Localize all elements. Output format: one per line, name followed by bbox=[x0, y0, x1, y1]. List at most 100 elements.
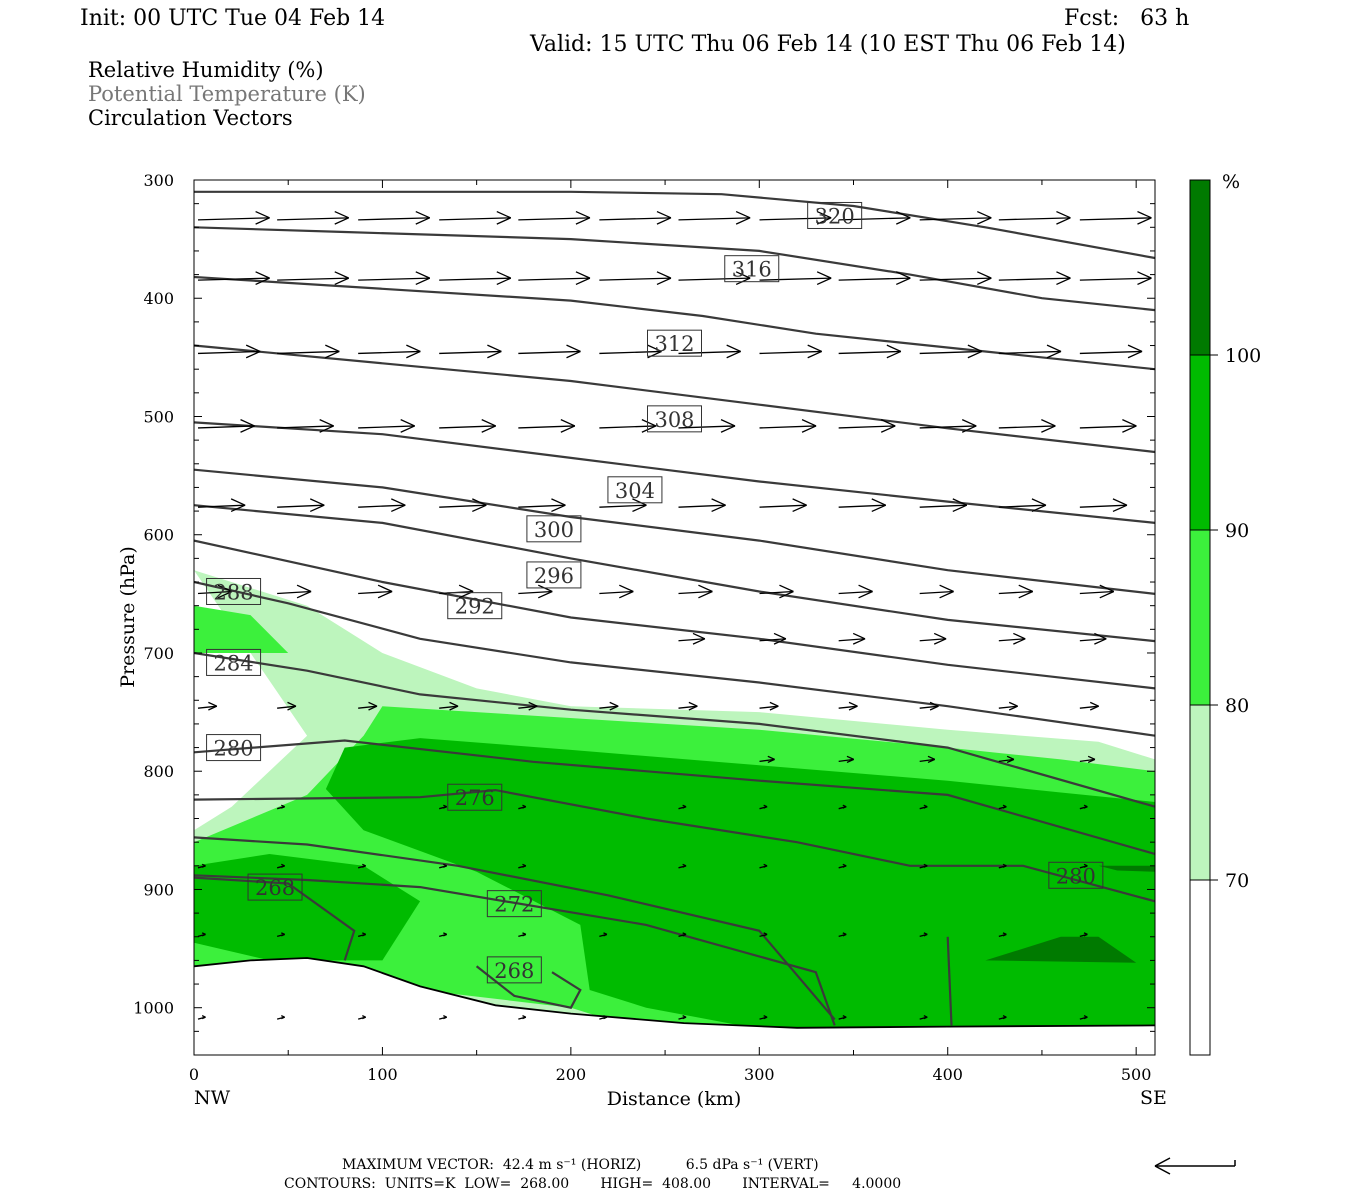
vector-head bbox=[230, 498, 246, 506]
x-tick-label: 300 bbox=[744, 1065, 775, 1084]
theta-label-text: 268 bbox=[494, 959, 534, 983]
vector-head bbox=[201, 1016, 206, 1020]
vector-arrow bbox=[439, 932, 447, 938]
vector-head bbox=[656, 210, 672, 219]
x-tick-label: 0 bbox=[189, 1065, 199, 1084]
vector-arrow bbox=[678, 632, 706, 645]
vector-shaft bbox=[919, 217, 992, 221]
vector-shaft bbox=[439, 504, 487, 508]
vector-head bbox=[287, 705, 297, 711]
vector-head bbox=[377, 584, 393, 593]
vector-shaft bbox=[998, 277, 1071, 281]
vector-head bbox=[929, 705, 939, 711]
vector-head bbox=[880, 425, 896, 433]
vector-shaft bbox=[277, 350, 340, 355]
vector-shaft bbox=[838, 425, 896, 429]
vector-head bbox=[682, 933, 687, 937]
vector-head bbox=[977, 210, 992, 219]
vector-arrow bbox=[358, 210, 431, 225]
vector-head bbox=[619, 584, 634, 593]
vector-head bbox=[522, 806, 527, 809]
theta-label-box bbox=[447, 592, 503, 620]
vector-shaft bbox=[277, 504, 325, 508]
vector-arrow bbox=[998, 419, 1056, 433]
vector-shaft bbox=[358, 504, 406, 508]
vector-head bbox=[296, 590, 312, 599]
vector-head bbox=[1056, 271, 1071, 279]
vector-shaft bbox=[439, 705, 459, 709]
vector-head bbox=[443, 933, 447, 937]
vector-shaft bbox=[838, 638, 866, 642]
vector-shaft bbox=[838, 350, 901, 355]
vector-shaft bbox=[277, 425, 334, 429]
vector-shaft bbox=[838, 504, 886, 508]
vector-arrow bbox=[759, 932, 768, 938]
below-ground-mask bbox=[194, 958, 1155, 1055]
vector-head bbox=[609, 701, 619, 707]
vector-head bbox=[1112, 498, 1128, 506]
theta-label-box bbox=[607, 476, 663, 504]
x-tick-label: 200 bbox=[556, 1065, 587, 1084]
vector-shaft bbox=[518, 504, 566, 508]
vector-arrow bbox=[838, 632, 866, 645]
theta-contour-12 bbox=[194, 836, 836, 1021]
y-axis-title: Pressure (hPa) bbox=[117, 546, 139, 688]
vector-head bbox=[801, 419, 817, 427]
vector-head bbox=[1013, 638, 1026, 645]
vector-arrow bbox=[439, 344, 502, 359]
vector-head bbox=[688, 701, 698, 707]
vector-head bbox=[528, 705, 538, 711]
vector-head bbox=[1031, 498, 1047, 506]
terrain-line bbox=[193, 957, 1156, 1029]
legend-relative-humidity: Relative Humidity (%) bbox=[88, 58, 324, 82]
vector-head bbox=[575, 277, 591, 286]
vector-shaft bbox=[1079, 350, 1143, 355]
vector-shaft bbox=[759, 350, 822, 355]
vector-arrow bbox=[759, 271, 832, 286]
vector-arrow bbox=[678, 932, 687, 938]
vector-arrow bbox=[919, 1015, 928, 1020]
vector-shaft bbox=[759, 590, 794, 595]
vector-head bbox=[449, 701, 459, 707]
vector-head bbox=[603, 933, 608, 937]
vector-head bbox=[886, 350, 902, 359]
vector-arrow bbox=[919, 498, 968, 513]
theta-label: 272 bbox=[486, 890, 542, 918]
vector-arrow bbox=[277, 210, 350, 225]
colorbar-tick-label: 70 bbox=[1225, 870, 1249, 892]
vector-arrow bbox=[439, 863, 447, 869]
theta-label-text: 280 bbox=[214, 737, 254, 761]
x-tick-label: 100 bbox=[367, 1065, 398, 1084]
vector-head bbox=[886, 344, 902, 353]
vector-arrow bbox=[919, 863, 928, 869]
vector-head bbox=[688, 705, 698, 711]
vector-head bbox=[281, 865, 285, 868]
vector-head bbox=[896, 277, 911, 286]
colorbar-segment bbox=[1189, 529, 1211, 706]
rh-band-4 bbox=[985, 936, 1137, 963]
vector-head bbox=[656, 271, 672, 279]
vector-arrow bbox=[439, 498, 487, 513]
theta-contour-15 bbox=[946, 936, 953, 1026]
vector-head bbox=[1008, 701, 1018, 707]
vector-shaft bbox=[197, 705, 217, 709]
vector-head bbox=[735, 210, 751, 219]
vector-arrow bbox=[678, 804, 687, 810]
vector-head bbox=[1046, 344, 1062, 353]
vector-head bbox=[415, 217, 431, 225]
colorbar-tick-label: 80 bbox=[1225, 695, 1249, 717]
vector-arrow bbox=[919, 419, 977, 433]
vector-head bbox=[896, 217, 911, 225]
vector-head bbox=[927, 758, 936, 764]
vector-head bbox=[1031, 504, 1047, 513]
vector-head bbox=[779, 584, 794, 593]
vector-shaft bbox=[197, 504, 246, 508]
theta-label: 280 bbox=[206, 734, 262, 762]
vector-arrow bbox=[197, 701, 218, 711]
vector-arrow bbox=[277, 498, 325, 513]
circulation-vectors bbox=[197, 210, 1152, 1020]
vector-arrow bbox=[439, 419, 496, 433]
vector-head bbox=[763, 865, 768, 868]
vector-head bbox=[566, 344, 581, 353]
vector-head bbox=[281, 933, 285, 937]
